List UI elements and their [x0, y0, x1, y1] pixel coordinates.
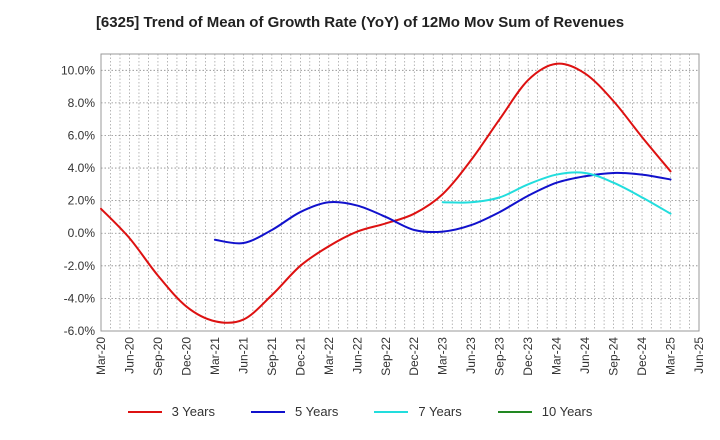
y-tick-label: 6.0%	[68, 128, 96, 142]
legend-label: 7 Years	[418, 404, 462, 419]
legend-swatch	[497, 410, 532, 413]
x-tick-label: Jun-21	[236, 337, 250, 374]
legend-swatch	[374, 410, 409, 413]
x-tick-label: Jun-24	[578, 337, 592, 374]
x-tick-label: Sep-21	[265, 337, 279, 376]
y-tick-label: 10.0%	[61, 63, 95, 77]
legend-item-7-years: 7 Years	[374, 404, 462, 419]
x-tick-label: Dec-22	[407, 337, 421, 376]
x-tick-label: Mar-22	[322, 337, 336, 375]
y-tick-label: -2.0%	[64, 259, 96, 273]
x-tick-label: Jun-23	[464, 337, 478, 374]
series-layer	[100, 62, 672, 324]
y-tick-label: 8.0%	[68, 96, 96, 110]
legend: 3 Years 5 Years 7 Years 10 Years	[0, 404, 720, 419]
y-tick-label: 4.0%	[68, 161, 96, 175]
y-axis-tick-labels: -6.0% -4.0% -2.0% 0.0% 2.0% 4.0% 6.0% 8.0% 10.0%	[61, 63, 95, 338]
series-line-7-years	[441, 171, 672, 215]
x-axis-tick-labels: Mar-20 Jun-20 Sep-20 Dec-20 Mar-21 Jun-21 Sep-…	[94, 337, 706, 376]
x-tick-label: Sep-24	[607, 337, 621, 376]
y-tick-label: 2.0%	[68, 194, 96, 208]
legend-label: 3 Years	[171, 404, 215, 419]
x-tick-label: Jun-22	[350, 337, 364, 374]
y-tick-label: -4.0%	[64, 291, 96, 305]
legend-item-3-years: 3 Years	[127, 404, 215, 419]
x-tick-label: Jun-20	[122, 337, 136, 374]
x-tick-label: Mar-23	[436, 337, 450, 375]
x-tick-label: Mar-24	[550, 337, 564, 375]
x-tick-label: Mar-25	[664, 337, 678, 375]
x-tick-label: Mar-21	[208, 337, 222, 375]
x-tick-label: Sep-20	[151, 337, 165, 376]
legend-swatch	[251, 410, 285, 413]
x-tick-label: Sep-22	[379, 337, 393, 376]
legend-item-10-years: 10 Years	[497, 404, 593, 419]
chart-title: [6325] Trend of Mean of Growth Rate (YoY…	[95, 14, 625, 31]
legend-item-5-years: 5 Years	[251, 404, 338, 419]
plot-area	[100, 53, 700, 332]
x-tick-label: Dec-20	[179, 337, 193, 376]
y-tick-label: 0.0%	[68, 226, 96, 240]
x-tick-label: Sep-23	[493, 337, 507, 376]
legend-label: 5 Years	[295, 404, 339, 419]
x-tick-label: Jun-25	[692, 337, 706, 374]
legend-swatch	[127, 410, 162, 413]
y-tick-label: -6.0%	[64, 324, 96, 338]
x-tick-label: Dec-24	[635, 337, 649, 376]
legend-label: 10 Years	[541, 404, 593, 419]
x-tick-label: Mar-20	[94, 337, 108, 375]
x-tick-label: Dec-23	[521, 337, 535, 376]
x-tick-label: Dec-21	[293, 337, 307, 376]
series-line-3-years	[100, 62, 672, 324]
